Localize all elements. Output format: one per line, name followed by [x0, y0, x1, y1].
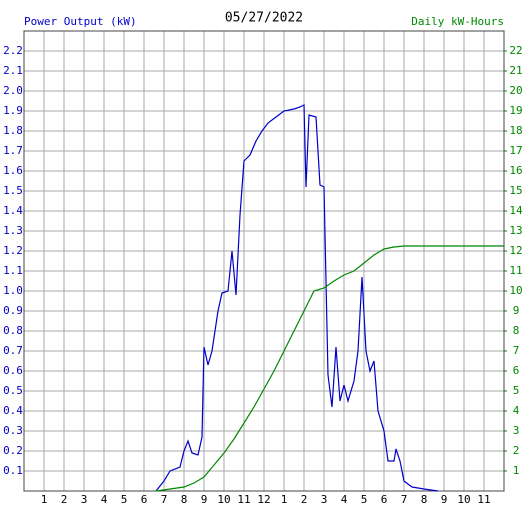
x-tick-label: 3 — [81, 493, 88, 506]
x-tick-label: 2 — [61, 493, 68, 506]
x-tick-label: 12 — [257, 493, 270, 506]
x-tick-label: 3 — [321, 493, 328, 506]
y2-tick-label: 5 — [513, 384, 520, 397]
y-tick-label: 2.2 — [3, 44, 23, 57]
x-tick-label: 4 — [101, 493, 108, 506]
y2-tick-label: 22 — [509, 44, 522, 57]
y-tick-label: 0.1 — [3, 464, 23, 477]
x-tick-label: 9 — [441, 493, 448, 506]
y2-tick-label: 4 — [513, 404, 520, 417]
y-tick-label: 1.9 — [3, 104, 23, 117]
y-tick-label: 0.2 — [3, 444, 23, 457]
x-tick-label: 11 — [477, 493, 490, 506]
plot-border — [23, 30, 505, 492]
x-tick-label: 1 — [281, 493, 288, 506]
y2-tick-label: 8 — [513, 324, 520, 337]
y2-tick-label: 11 — [509, 264, 522, 277]
x-tick-label: 6 — [141, 493, 148, 506]
x-tick-label: 10 — [217, 493, 230, 506]
line-series — [155, 104, 439, 492]
y-tick-label: 0.9 — [3, 304, 23, 317]
y2-tick-label: 20 — [509, 84, 522, 97]
y2-tick-label: 2 — [513, 444, 520, 457]
y2-tick-label: 6 — [513, 364, 520, 377]
y2-tick-label: 16 — [509, 164, 522, 177]
y2-tick-label: 15 — [509, 184, 522, 197]
y2-tick-label: 19 — [509, 104, 522, 117]
y-tick-label: 0.6 — [3, 364, 23, 377]
y2-tick-label: 7 — [513, 344, 520, 357]
y-tick-label: 2.0 — [3, 84, 23, 97]
y2-tick-label: 10 — [509, 284, 522, 297]
y-tick-label: 1.3 — [3, 224, 23, 237]
x-tick-label: 8 — [181, 493, 188, 506]
x-tick-label: 1 — [41, 493, 48, 506]
x-tick-label: 4 — [341, 493, 348, 506]
x-tick-label: 11 — [237, 493, 250, 506]
y2-tick-label: 14 — [509, 204, 523, 217]
y-tick-label: 0.7 — [3, 344, 23, 357]
x-tick-label: 5 — [121, 493, 128, 506]
x-tick-label: 7 — [401, 493, 408, 506]
x-tick-label: 10 — [457, 493, 470, 506]
y2-tick-label: 21 — [509, 64, 522, 77]
y-tick-label: 1.1 — [3, 264, 23, 277]
y-tick-label: 0.4 — [3, 404, 23, 417]
y2-tick-label: 17 — [509, 144, 522, 157]
y2-tick-label: 1 — [513, 464, 520, 477]
y-axis-label: Power Output (kW) — [24, 15, 137, 28]
y2-tick-label: 12 — [509, 244, 522, 257]
y-tick-label: 1.2 — [3, 244, 23, 257]
y2-tick-label: 3 — [513, 424, 520, 437]
y2-axis-label: Daily kW-Hours — [411, 15, 504, 28]
y-tick-label: 0.5 — [3, 384, 23, 397]
x-tick-label: 5 — [361, 493, 368, 506]
y-tick-label: 1.7 — [3, 144, 23, 157]
y-tick-label: 1.4 — [3, 204, 23, 217]
chart-title: 05/27/2022 — [225, 11, 303, 26]
x-tick-label: 9 — [201, 493, 208, 506]
y-tick-label: 0.3 — [3, 424, 23, 437]
y-tick-label: 1.8 — [3, 124, 23, 137]
x-tick-label: 7 — [161, 493, 168, 506]
y-tick-label: 0.8 — [3, 324, 23, 337]
x-tick-label: 6 — [381, 493, 388, 506]
y-tick-label: 1.0 — [3, 284, 23, 297]
y2-tick-label: 18 — [509, 124, 522, 137]
line-series — [155, 245, 504, 492]
y-tick-label: 2.1 — [3, 64, 23, 77]
x-tick-label: 2 — [301, 493, 308, 506]
y-tick-label: 1.6 — [3, 164, 23, 177]
x-tick-label: 8 — [421, 493, 428, 506]
y2-tick-label: 13 — [509, 224, 522, 237]
y-tick-label: 1.5 — [3, 184, 23, 197]
y2-tick-label: 9 — [513, 304, 520, 317]
